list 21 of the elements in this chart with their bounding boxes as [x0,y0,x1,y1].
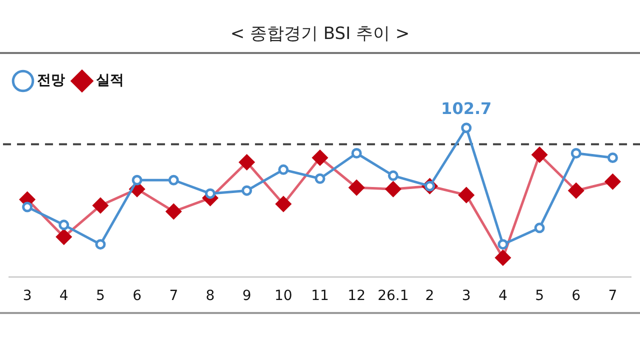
x-tick-label: 6 [572,288,581,304]
x-tick-label: 7 [169,288,178,304]
x-tick-label: 3 [22,288,32,304]
x-tick-label: 4 [498,288,508,304]
x-tick-label: 8 [206,288,215,304]
chart-title: < 종합경기 BSI 추이 > [229,23,411,46]
x-tick-label: 5 [535,288,544,304]
x-tick-label: 10 [274,288,292,304]
legend-label: 전망 [37,72,65,89]
x-tick-label: 5 [96,288,105,304]
x-tick-label: 3 [462,288,471,304]
x-tick-label: 12 [348,288,366,304]
x-tick-label: 9 [242,288,252,304]
text: 102.7 [441,99,492,118]
x-tick-label: 6 [132,288,142,304]
x-tick-label: 26.1 [378,288,409,304]
x-tick-label: 11 [311,288,329,304]
x-tick-label: 7 [608,288,618,304]
x-tick-label: 2 [425,288,434,304]
legend-label: 실적 [96,72,124,89]
x-tick-label: 4 [59,288,68,304]
